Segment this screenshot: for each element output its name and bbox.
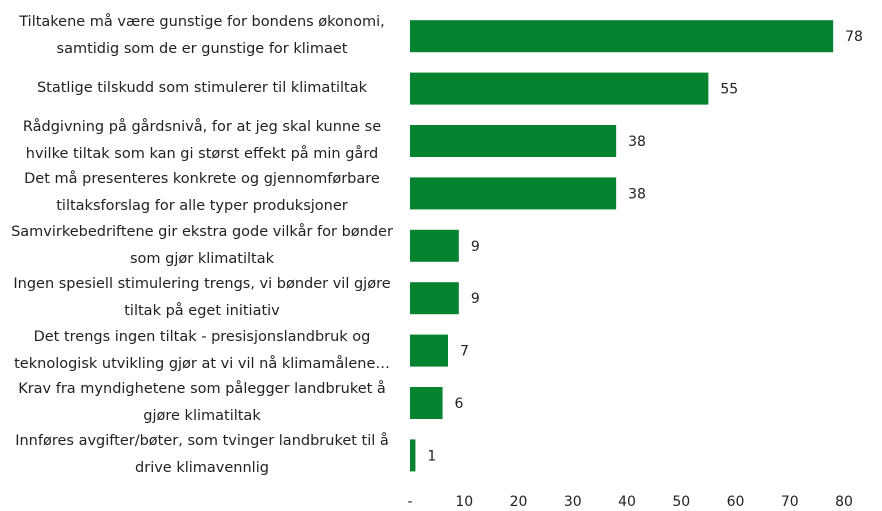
x-tick-label: 60 <box>727 494 745 510</box>
x-tick-label: - <box>407 494 412 510</box>
category-label: Tiltakene må være gunstige for bondens ø… <box>19 14 385 58</box>
bar <box>410 387 443 419</box>
category-label: Det må presenteres konkrete og gjennomfø… <box>24 171 380 215</box>
value-label: 38 <box>628 186 646 202</box>
x-tick-label: 30 <box>564 494 582 510</box>
bar <box>410 125 617 157</box>
bar <box>410 177 617 210</box>
bar <box>410 439 416 472</box>
value-label: 1 <box>427 448 436 464</box>
value-label: 55 <box>720 82 738 98</box>
category-label: Samvirkebedriftene gir ekstra gode vilkå… <box>11 223 393 267</box>
category-label: Ingen spesiell stimulering trengs, vi bø… <box>13 276 391 320</box>
x-tick-label: 20 <box>510 494 528 510</box>
bar <box>410 334 448 367</box>
bar <box>410 282 459 315</box>
bar <box>410 229 459 262</box>
category-label: Det trengs ingen tiltak - presisjonsland… <box>14 328 390 372</box>
value-label: 7 <box>460 344 469 360</box>
category-label: Innføres avgifter/bøter, som tvinger lan… <box>15 433 389 477</box>
category-label: Statlige tilskudd som stimulerer til kli… <box>36 80 368 97</box>
x-tick-label: 10 <box>455 494 473 510</box>
x-tick-label: 80 <box>835 494 853 510</box>
category-label: Krav fra myndighetene som pålegger landb… <box>18 381 386 424</box>
x-tick-label: 40 <box>618 494 636 510</box>
value-label: 9 <box>471 291 480 307</box>
bar <box>410 72 709 105</box>
x-tick-label: 50 <box>672 494 690 510</box>
value-label: 6 <box>455 396 464 412</box>
category-label: Rådgivning på gårdsnivå, for at jeg skal… <box>22 119 382 162</box>
x-tick-label: 70 <box>781 494 799 510</box>
bar <box>410 20 834 53</box>
value-label: 38 <box>628 134 646 150</box>
value-label: 9 <box>471 239 480 255</box>
value-label: 78 <box>845 29 863 45</box>
